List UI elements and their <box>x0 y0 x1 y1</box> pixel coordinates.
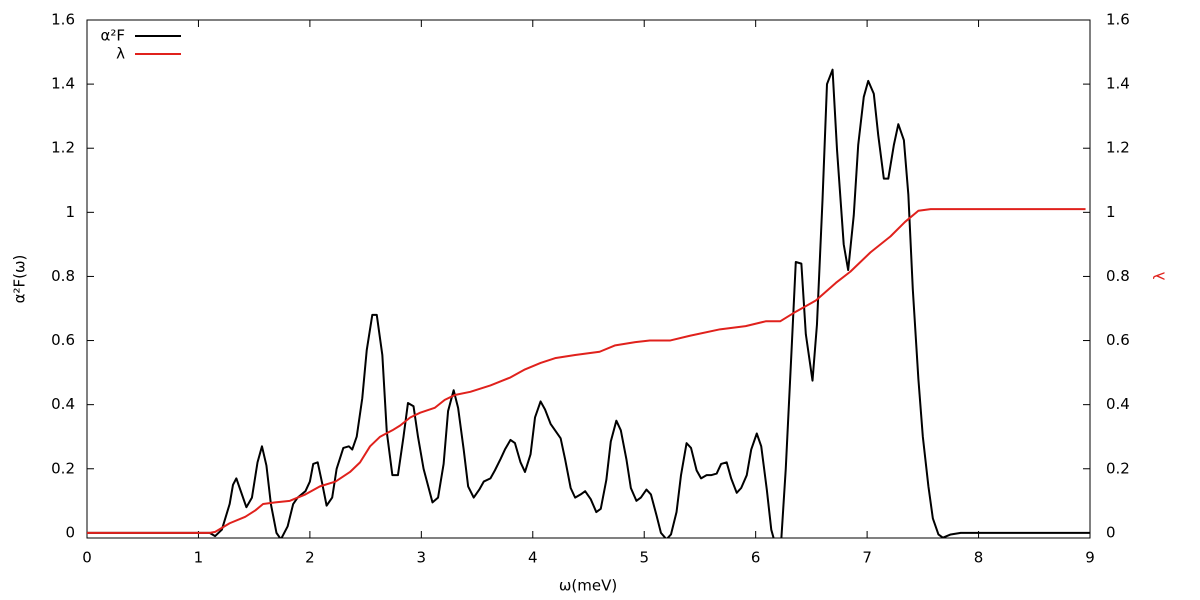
y2-tick-label: 1.2 <box>1106 139 1130 157</box>
y-tick-label: 0.6 <box>51 331 75 349</box>
y2-tick-label: 1.6 <box>1106 11 1130 29</box>
y-tick-label: 0.8 <box>51 267 75 285</box>
x-tick-label: 8 <box>974 549 984 567</box>
series-line <box>87 68 1090 538</box>
y2-tick-label: 0.6 <box>1106 331 1130 349</box>
legend-label: λ <box>116 45 125 63</box>
x-tick-label: 6 <box>751 549 761 567</box>
y-tick-label: 0.4 <box>51 395 75 413</box>
x-tick-label: 2 <box>305 549 315 567</box>
plot-frame <box>86 19 1091 539</box>
y-tick-label: 1.2 <box>51 139 75 157</box>
y2-tick-label: 0.2 <box>1106 459 1130 477</box>
y-tick-label: 1.4 <box>51 75 75 93</box>
y2-tick-label: 0 <box>1106 523 1116 541</box>
y2-tick-label: 1.4 <box>1106 75 1130 93</box>
y-tick-label: 0.2 <box>51 459 75 477</box>
y-tick-label: 1 <box>65 203 75 221</box>
plot-area <box>87 68 1090 538</box>
y2-tick-label: 0.4 <box>1106 395 1130 413</box>
series-line <box>87 208 1086 534</box>
x-tick-label: 9 <box>1085 549 1095 567</box>
x-tick-label: 5 <box>639 549 649 567</box>
y-tick-label: 1.6 <box>51 11 75 29</box>
x-tick-label: 7 <box>862 549 872 567</box>
x-tick-label: 3 <box>417 549 427 567</box>
x-axis-label: ω(meV) <box>559 577 617 595</box>
y2-axis-label: λ <box>1151 271 1169 280</box>
y2-tick-label: 0.8 <box>1106 267 1130 285</box>
x-tick-label: 0 <box>82 549 92 567</box>
y2-tick-label: 1 <box>1106 203 1116 221</box>
x-tick-label: 1 <box>194 549 204 567</box>
y-tick-label: 0 <box>65 523 75 541</box>
legend-label: α²F <box>100 27 125 45</box>
y-axis-label: α²F(ω) <box>11 255 29 304</box>
x-tick-label: 4 <box>528 549 538 567</box>
